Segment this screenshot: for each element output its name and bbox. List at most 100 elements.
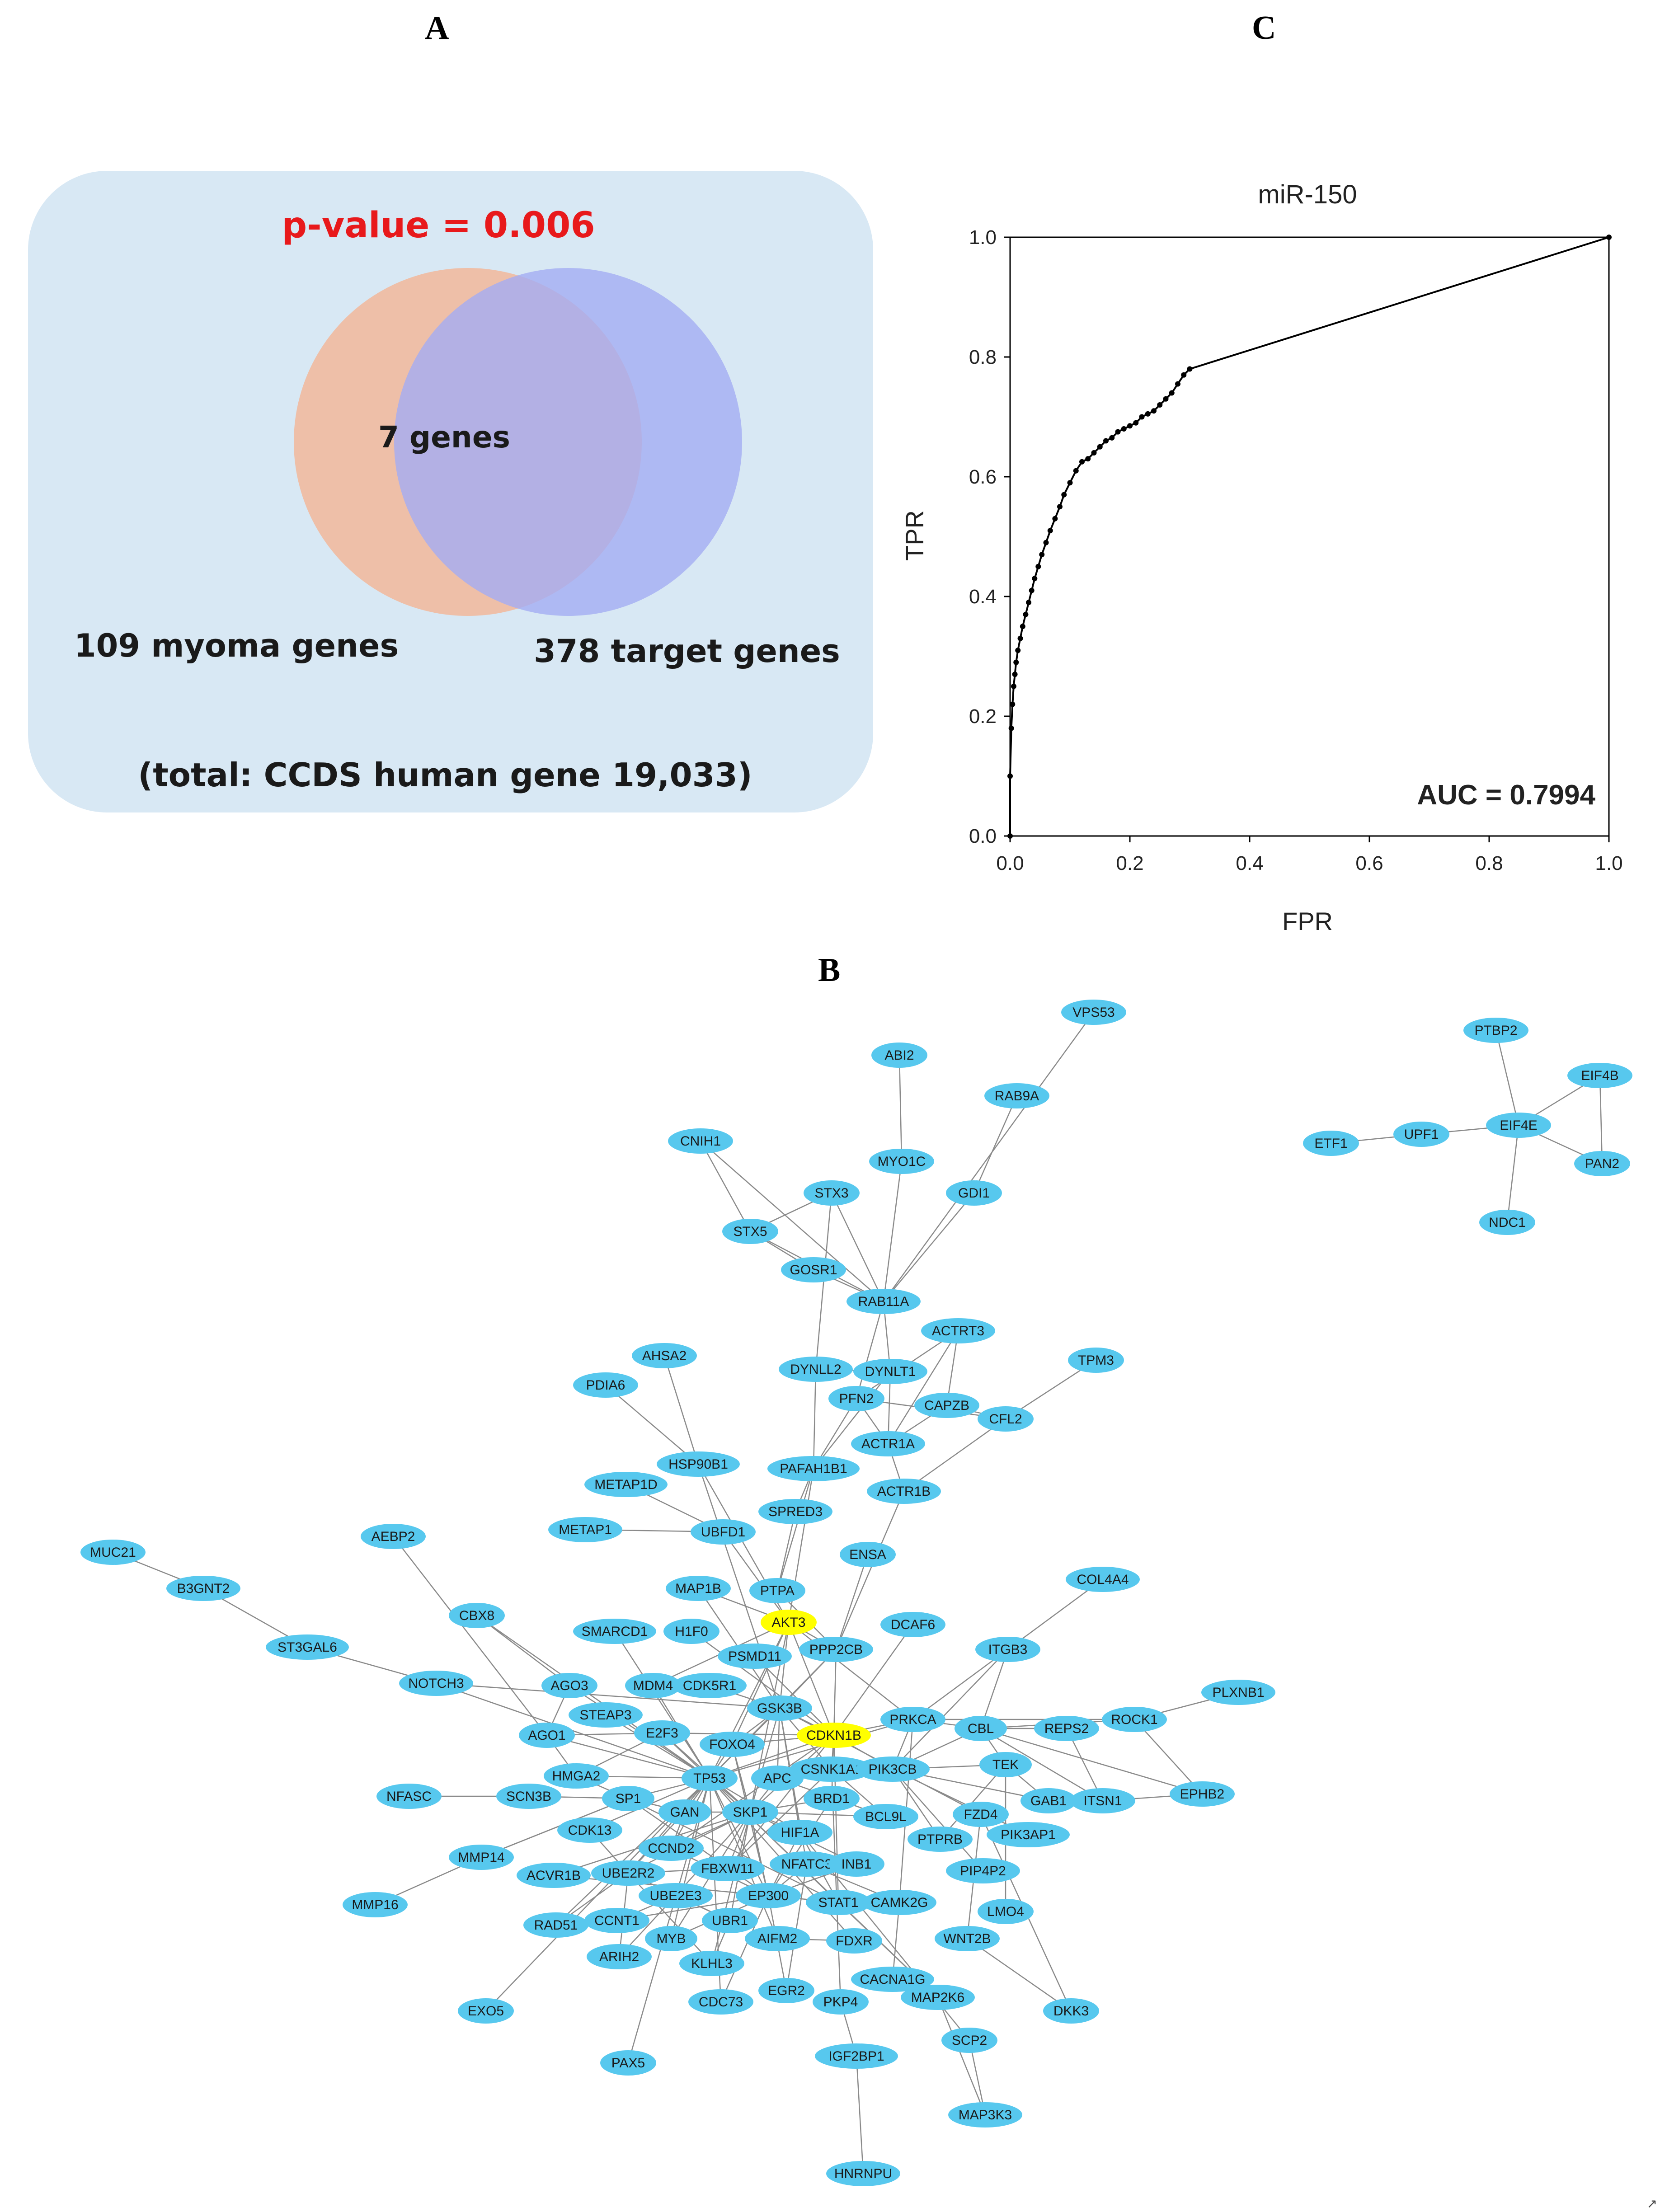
gene-node-cdkn1b[interactable]: CDKN1B — [797, 1723, 871, 1748]
gene-node-ccnt1[interactable]: CCNT1 — [584, 1908, 649, 1933]
gene-node-stx3[interactable]: STX3 — [804, 1180, 860, 1206]
gene-node-metap1[interactable]: METAP1 — [548, 1517, 622, 1542]
gene-node-dynll2[interactable]: DYNLL2 — [779, 1357, 853, 1382]
gene-node-stx5[interactable]: STX5 — [722, 1219, 778, 1244]
gene-node-pax5[interactable]: PAX5 — [600, 2050, 656, 2076]
gene-node-cdc73[interactable]: CDC73 — [688, 1989, 753, 2015]
gene-node-ube2r2[interactable]: UBE2R2 — [591, 1860, 665, 1886]
gene-node-e2f3[interactable]: E2F3 — [634, 1720, 690, 1746]
gene-node-cdk13[interactable]: CDK13 — [557, 1818, 622, 1843]
gene-node-psmd11[interactable]: PSMD11 — [718, 1644, 792, 1669]
gene-node-aebp2[interactable]: AEBP2 — [361, 1524, 426, 1549]
gene-node-scp2[interactable]: SCP2 — [941, 2028, 997, 2053]
gene-node-tp53[interactable]: TP53 — [682, 1766, 738, 1791]
gene-node-st3gal6[interactable]: ST3GAL6 — [266, 1634, 349, 1660]
gene-node-foxo4[interactable]: FOXO4 — [700, 1732, 765, 1757]
gene-node-cbl[interactable]: CBL — [955, 1716, 1007, 1741]
gene-node-klhl3[interactable]: KLHL3 — [679, 1951, 744, 1976]
gene-node-fbxw11[interactable]: FBXW11 — [691, 1856, 765, 1881]
gene-node-wnt2b[interactable]: WNT2B — [935, 1926, 1000, 1951]
gene-node-cnih1[interactable]: CNIH1 — [668, 1128, 733, 1154]
gene-node-map1b[interactable]: MAP1B — [666, 1576, 731, 1601]
gene-node-ptbp2[interactable]: PTBP2 — [1463, 1018, 1528, 1043]
gene-node-dcaf6[interactable]: DCAF6 — [880, 1612, 945, 1637]
gene-node-gsk3b[interactable]: GSK3B — [747, 1695, 812, 1721]
gene-node-pafah1b1[interactable]: PAFAH1B1 — [767, 1456, 860, 1481]
gene-node-itgb3[interactable]: ITGB3 — [975, 1637, 1040, 1662]
gene-node-upf1[interactable]: UPF1 — [1393, 1122, 1449, 1147]
gene-node-gab1[interactable]: GAB1 — [1020, 1788, 1077, 1813]
gene-node-ephb2[interactable]: EPHB2 — [1170, 1781, 1235, 1807]
gene-node-dkk3[interactable]: DKK3 — [1043, 1998, 1099, 2024]
gene-node-eif4e[interactable]: EIF4E — [1486, 1113, 1551, 1138]
gene-node-ndc1[interactable]: NDC1 — [1479, 1210, 1535, 1235]
gene-node-eif4b[interactable]: EIF4B — [1567, 1063, 1632, 1088]
gene-node-gdi1[interactable]: GDI1 — [946, 1180, 1002, 1206]
gene-node-hif1a[interactable]: HIF1A — [767, 1820, 832, 1845]
gene-node-ahsa2[interactable]: AHSA2 — [632, 1343, 697, 1368]
gene-node-actr1b[interactable]: ACTR1B — [867, 1479, 941, 1504]
gene-node-steap3[interactable]: STEAP3 — [569, 1702, 643, 1728]
gene-node-stat1[interactable]: STAT1 — [806, 1890, 871, 1915]
gene-node-actr1a[interactable]: ACTR1A — [851, 1431, 925, 1456]
gene-node-arih2[interactable]: ARIH2 — [587, 1944, 652, 1969]
gene-node-fdxr[interactable]: FDXR — [826, 1928, 882, 1954]
gene-node-ago1[interactable]: AGO1 — [519, 1723, 575, 1748]
gene-node-rock1[interactable]: ROCK1 — [1102, 1707, 1167, 1732]
gene-node-cfl2[interactable]: CFL2 — [978, 1406, 1034, 1432]
gene-node-fzd4[interactable]: FZD4 — [953, 1802, 1009, 1827]
gene-node-pfn2[interactable]: PFN2 — [828, 1386, 884, 1411]
gene-node-brd1[interactable]: BRD1 — [804, 1786, 860, 1811]
gene-node-nfatc3[interactable]: NFATC3 — [770, 1851, 844, 1877]
gene-node-acvr1b[interactable]: ACVR1B — [517, 1863, 591, 1888]
gene-node-dynlt1[interactable]: DYNLT1 — [853, 1359, 927, 1384]
gene-node-apc[interactable]: APC — [751, 1766, 804, 1791]
gene-node-map3k3[interactable]: MAP3K3 — [948, 2102, 1022, 2127]
gene-node-notch3[interactable]: NOTCH3 — [399, 1671, 473, 1696]
gene-node-ep300[interactable]: EP300 — [736, 1883, 801, 1908]
gene-node-scn3b[interactable]: SCN3B — [496, 1784, 561, 1809]
gene-node-rad51[interactable]: RAD51 — [523, 1912, 588, 1938]
gene-node-csnk1a1[interactable]: CSNK1A1 — [790, 1756, 873, 1782]
gene-node-muc21[interactable]: MUC21 — [80, 1540, 146, 1565]
gene-node-pip4p2[interactable]: PIP4P2 — [946, 1858, 1020, 1883]
gene-node-prkca[interactable]: PRKCA — [880, 1707, 945, 1732]
gene-node-skp1[interactable]: SKP1 — [722, 1799, 778, 1825]
gene-node-inb1[interactable]: INB1 — [828, 1851, 884, 1877]
gene-node-pik3cb[interactable]: PIK3CB — [856, 1756, 930, 1782]
gene-node-igf2bp1[interactable]: IGF2BP1 — [815, 2043, 898, 2069]
gene-node-ube2e3[interactable]: UBE2E3 — [639, 1883, 713, 1908]
gene-node-capzb[interactable]: CAPZB — [914, 1393, 979, 1418]
gene-node-pkp4[interactable]: PKP4 — [813, 1989, 869, 2015]
gene-node-rab9a[interactable]: RAB9A — [984, 1083, 1049, 1108]
gene-node-b3gnt2[interactable]: B3GNT2 — [166, 1576, 240, 1601]
gene-node-mmp16[interactable]: MMP16 — [343, 1892, 408, 1917]
gene-node-ppp2cb[interactable]: PPP2CB — [799, 1637, 873, 1662]
gene-node-cacna1g[interactable]: CACNA1G — [851, 1967, 934, 1992]
gene-node-tpm3[interactable]: TPM3 — [1068, 1348, 1124, 1373]
gene-node-nfasc[interactable]: NFASC — [376, 1784, 442, 1809]
gene-node-ago3[interactable]: AGO3 — [541, 1673, 597, 1698]
gene-node-actrt3[interactable]: ACTRT3 — [921, 1318, 995, 1343]
gene-node-pan2[interactable]: PAN2 — [1574, 1151, 1630, 1176]
gene-node-abi2[interactable]: ABI2 — [871, 1043, 927, 1068]
gene-node-mmp14[interactable]: MMP14 — [449, 1845, 514, 1870]
gene-node-col4a4[interactable]: COL4A4 — [1066, 1567, 1140, 1592]
expand-icon[interactable]: ↗ — [1646, 2196, 1657, 2211]
gene-node-myb[interactable]: MYB — [645, 1926, 697, 1951]
gene-node-egr2[interactable]: EGR2 — [758, 1978, 814, 2003]
gene-node-lmo4[interactable]: LMO4 — [978, 1899, 1034, 1924]
gene-node-sp1[interactable]: SP1 — [602, 1786, 654, 1811]
gene-node-hmga2[interactable]: HMGA2 — [544, 1763, 609, 1789]
gene-node-hsp90b1[interactable]: HSP90B1 — [657, 1451, 740, 1477]
gene-node-map2k6[interactable]: MAP2K6 — [901, 1985, 975, 2010]
gene-node-ubfd1[interactable]: UBFD1 — [691, 1519, 756, 1545]
gene-node-hnrnpu[interactable]: HNRNPU — [826, 2161, 900, 2186]
gene-node-etf1[interactable]: ETF1 — [1303, 1131, 1359, 1156]
gene-node-pik3ap1[interactable]: PIK3AP1 — [987, 1822, 1070, 1847]
gene-node-myo1c[interactable]: MYO1C — [869, 1149, 934, 1174]
gene-node-mdm4[interactable]: MDM4 — [625, 1673, 681, 1698]
gene-node-rab11a[interactable]: RAB11A — [846, 1289, 921, 1314]
gene-node-vps53[interactable]: VPS53 — [1061, 1000, 1126, 1025]
gene-node-aifm2[interactable]: AIFM2 — [745, 1926, 810, 1951]
